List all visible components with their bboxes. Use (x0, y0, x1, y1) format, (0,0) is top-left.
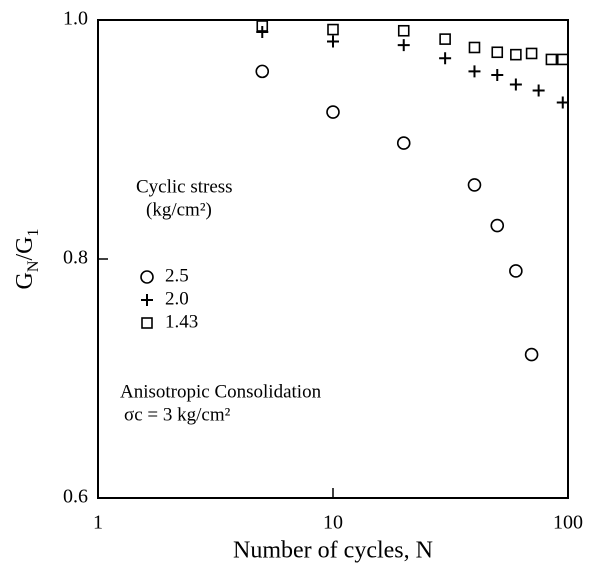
annotation: Anisotropic Consolidation (120, 381, 322, 402)
marker-square (491, 46, 504, 59)
marker-square (525, 47, 538, 60)
marker-square (327, 23, 339, 36)
x-tick-label: 1 (93, 512, 103, 534)
marker-square (141, 317, 153, 329)
y-axis-label-part: /G (12, 237, 38, 261)
marker-square (468, 41, 481, 54)
legend-label: 2.5 (165, 265, 189, 286)
marker-circle (509, 264, 523, 278)
annotation: σc = 3 kg/cm² (124, 404, 231, 425)
x-tick-label: 10 (323, 512, 343, 534)
y-axis-label-part: 1 (25, 229, 42, 237)
y-axis-label: GN/G1 (12, 229, 43, 290)
marker-plus (556, 96, 569, 109)
marker-circle (326, 105, 340, 119)
marker-circle (255, 64, 270, 79)
marker-circle (524, 347, 539, 362)
marker-circle (490, 218, 505, 233)
legend-title: Cyclic stress (136, 176, 233, 197)
marker-plus (397, 39, 410, 52)
x-axis-label: Number of cycles, N (233, 538, 433, 564)
y-axis-label-part: N (25, 260, 42, 272)
marker-square (439, 33, 451, 45)
x-tick-label: 100 (553, 512, 583, 534)
marker-square (545, 53, 558, 66)
y-tick-label: 0.8 (63, 247, 88, 269)
marker-plus (468, 65, 481, 78)
legend-label: 1.43 (165, 311, 198, 332)
legend-title: (kg/cm²) (146, 199, 212, 220)
marker-plus (491, 68, 504, 81)
marker-square (256, 20, 269, 32)
marker-plus (327, 35, 339, 48)
marker-circle (140, 270, 154, 284)
marker-circle (467, 178, 482, 192)
legend-label: 2.0 (165, 288, 189, 309)
marker-plus (141, 294, 153, 306)
marker-square (397, 24, 410, 37)
plot-frame (97, 19, 569, 499)
marker-plus (256, 25, 269, 38)
marker-plus (439, 52, 452, 65)
marker-circle (396, 136, 411, 150)
y-axis-label-part: G (12, 272, 38, 289)
y-tick-label: 0.6 (63, 486, 88, 508)
marker-square (556, 53, 569, 66)
marker-plus (509, 78, 522, 91)
marker-plus (532, 84, 545, 97)
marker-square (510, 48, 522, 61)
y-tick-label: 1.0 (63, 8, 88, 30)
